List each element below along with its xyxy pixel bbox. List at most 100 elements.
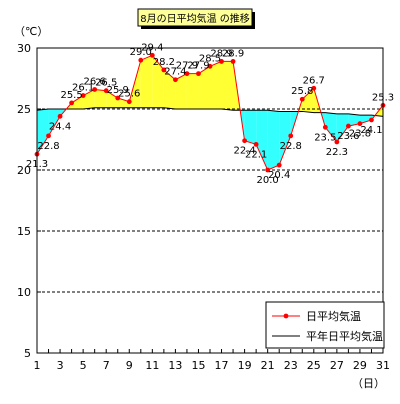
below-normal-fill bbox=[267, 110, 280, 170]
below-normal-fill bbox=[359, 115, 372, 124]
x-tick-label-7: 7 bbox=[103, 359, 110, 372]
data-label-25: 26.7 bbox=[303, 75, 325, 86]
data-label-29: 23.8 bbox=[349, 129, 371, 140]
daily-point-15 bbox=[196, 71, 201, 77]
daily-point-23 bbox=[288, 133, 294, 139]
data-label-13: 27.4 bbox=[164, 67, 186, 78]
daily-point-26 bbox=[322, 124, 328, 130]
data-label-26: 23.5 bbox=[314, 132, 336, 143]
above-normal-fill bbox=[186, 73, 199, 109]
x-tick-label-31: 31 bbox=[376, 359, 390, 372]
below-normal-fill bbox=[256, 110, 268, 170]
daily-point-8 bbox=[115, 95, 121, 101]
x-tick-label-13: 13 bbox=[168, 359, 182, 372]
chart-title: 8月の日平均気温 の推移 bbox=[140, 12, 250, 25]
y-tick-label-5: 5 bbox=[24, 347, 31, 360]
daily-point-17 bbox=[219, 59, 224, 64]
data-label-4: 25.5 bbox=[60, 90, 82, 101]
y-tick-label-20: 20 bbox=[17, 164, 31, 177]
daily-point-16 bbox=[207, 63, 213, 69]
data-label-17: 28.9 bbox=[210, 48, 232, 59]
daily-point-11 bbox=[149, 52, 155, 58]
above-normal-fill bbox=[302, 88, 314, 113]
x-tick-label-29: 29 bbox=[353, 359, 367, 372]
data-label-22: 20.4 bbox=[268, 170, 290, 181]
data-label-14: 27.9 bbox=[176, 61, 198, 72]
below-normal-fill bbox=[325, 112, 337, 142]
data-label-21: 20.0 bbox=[257, 175, 279, 186]
daily-point-21 bbox=[265, 167, 271, 173]
data-label-layer: 21.322.824.425.526.126.626.525.925.629.0… bbox=[26, 42, 394, 186]
y-axis-unit: （℃） bbox=[14, 25, 48, 38]
daily-point-20 bbox=[253, 141, 259, 147]
below-normal-fill bbox=[48, 109, 61, 136]
below-normal-fill bbox=[244, 110, 257, 145]
x-tick-label-25: 25 bbox=[307, 359, 321, 372]
x-tick-label-21: 21 bbox=[261, 359, 275, 372]
above-normal-fill bbox=[163, 69, 176, 109]
below-normal-fill bbox=[279, 111, 291, 166]
above-normal-fill bbox=[140, 55, 153, 108]
y-tick-label-25: 25 bbox=[17, 103, 31, 116]
x-tick-label-3: 3 bbox=[57, 359, 64, 372]
data-label-20: 22.1 bbox=[245, 149, 267, 160]
data-label-9: 25.6 bbox=[118, 89, 140, 100]
y-tick-label-30: 30 bbox=[17, 42, 31, 55]
data-label-5: 26.1 bbox=[72, 83, 94, 94]
daily-point-19 bbox=[242, 138, 248, 144]
above-normal-fill bbox=[117, 98, 130, 108]
legend: 日平均気温 平年日平均気温 bbox=[265, 301, 385, 349]
data-label-3: 24.4 bbox=[49, 121, 71, 132]
above-normal-fill bbox=[198, 66, 210, 109]
above-normal-fill bbox=[210, 61, 222, 109]
daily-point-13 bbox=[173, 77, 178, 83]
daily-point-4 bbox=[69, 100, 74, 106]
daily-point-5 bbox=[80, 93, 86, 98]
above-normal-fill bbox=[94, 89, 107, 108]
above-normal-fill bbox=[221, 61, 234, 111]
data-label-30: 24.1 bbox=[360, 125, 382, 136]
above-normal-fill bbox=[175, 73, 187, 109]
data-label-27: 22.3 bbox=[326, 147, 348, 158]
below-normal-fill bbox=[336, 113, 349, 142]
daily-point-27 bbox=[334, 139, 340, 145]
x-tick-label-5: 5 bbox=[80, 359, 87, 372]
daily-point-10 bbox=[138, 57, 144, 63]
x-axis-unit: （日） bbox=[352, 377, 385, 390]
legend-daily-label: 日平均気温 bbox=[306, 309, 361, 323]
normal-temperature-line bbox=[36, 107, 384, 117]
daily-point-22 bbox=[276, 162, 282, 168]
daily-point-28 bbox=[346, 123, 351, 129]
below-normal-fill bbox=[348, 113, 360, 127]
daily-line-layer bbox=[34, 52, 386, 173]
above-normal-fill bbox=[71, 95, 84, 109]
x-tick-label-9: 9 bbox=[126, 359, 133, 372]
daily-point-25 bbox=[311, 85, 317, 91]
legend-daily-marker bbox=[283, 313, 289, 319]
x-tick-label-11: 11 bbox=[145, 359, 159, 372]
daily-point-3 bbox=[57, 113, 63, 119]
below-normal-fill bbox=[37, 109, 49, 155]
x-tick-label-15: 15 bbox=[191, 359, 205, 372]
data-label-18: 28.9 bbox=[222, 48, 244, 59]
data-label-23: 22.8 bbox=[280, 141, 302, 152]
y-tick-label-10: 10 bbox=[17, 286, 31, 299]
x-tick-label-17: 17 bbox=[215, 359, 229, 372]
above-normal-fill bbox=[152, 55, 164, 108]
data-label-24: 25.8 bbox=[291, 86, 313, 97]
x-tick-label-19: 19 bbox=[238, 359, 252, 372]
daily-point-12 bbox=[161, 67, 167, 73]
legend-normal-label: 平年日平均気温 bbox=[306, 329, 383, 343]
above-normal-fill bbox=[106, 90, 118, 108]
data-label-8: 25.9 bbox=[107, 85, 129, 96]
data-label-16: 28.5 bbox=[199, 53, 221, 64]
daily-point-14 bbox=[184, 71, 190, 77]
daily-point-7 bbox=[103, 88, 109, 94]
x-tick-label-27: 27 bbox=[330, 359, 344, 372]
daily-point-30 bbox=[369, 117, 374, 123]
data-label-10: 29.0 bbox=[130, 47, 152, 58]
normal-line-layer bbox=[36, 107, 384, 117]
data-label-7: 26.5 bbox=[95, 78, 117, 89]
